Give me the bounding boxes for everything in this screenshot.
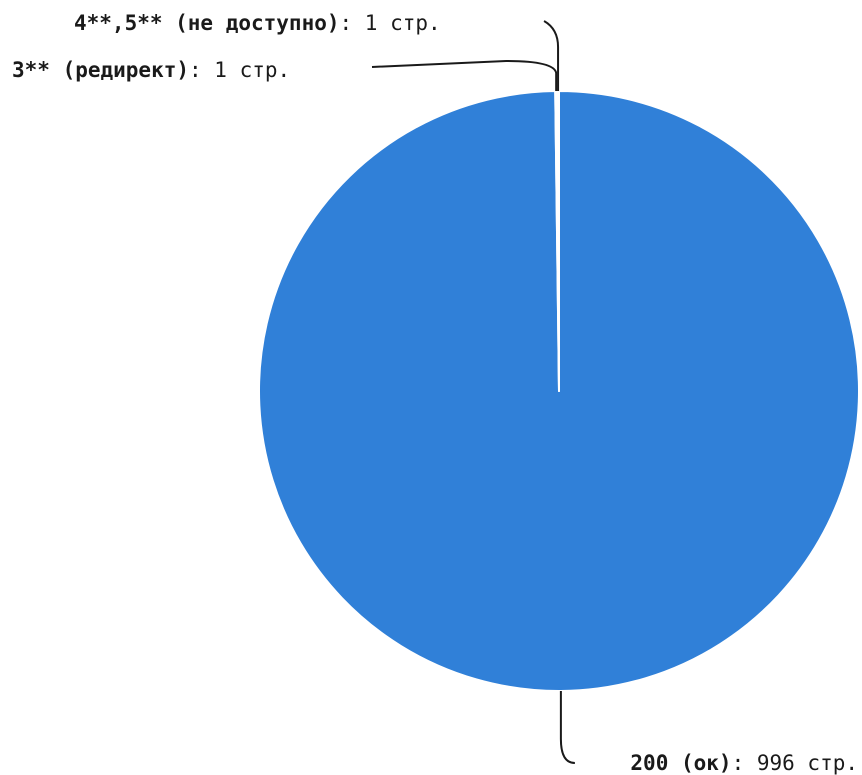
slice-label-value: : 996 стр. xyxy=(732,751,858,775)
slice-label-value: : 1 стр. xyxy=(340,11,441,35)
leader-line xyxy=(559,690,575,764)
slice-labels: 200 (ок): 996 стр.3** (редирект): 1 стр.… xyxy=(12,11,858,775)
leader-line xyxy=(371,60,558,92)
slice-label: 4**,5** (не доступно): 1 стр. xyxy=(74,11,441,35)
slice-label-name: 4**,5** (не доступно) xyxy=(74,11,340,35)
slice-label-value: : 1 стр. xyxy=(189,58,290,82)
leader-lines xyxy=(371,20,575,764)
pie-slices xyxy=(258,89,860,692)
slice-label: 200 (ок): 996 стр. xyxy=(630,751,858,775)
slice-label: 3** (редирект): 1 стр. xyxy=(12,58,290,82)
slice-label-name: 3** (редирект) xyxy=(12,58,189,82)
slice-label-name: 200 (ок) xyxy=(630,751,731,775)
leader-line xyxy=(543,20,560,92)
